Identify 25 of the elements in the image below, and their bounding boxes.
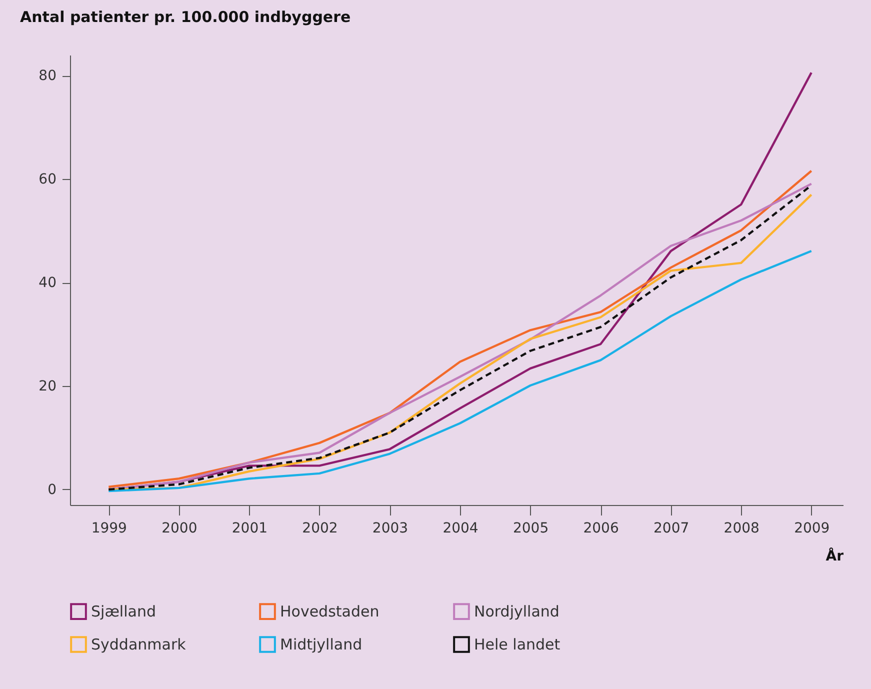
x-tick-label: 2007 bbox=[654, 520, 690, 536]
line-series bbox=[108, 250, 812, 492]
chart-title: Antal patienter pr. 100.000 indbyggere bbox=[20, 8, 351, 26]
x-axis-title: År bbox=[826, 548, 844, 564]
x-tick-label: 2001 bbox=[232, 520, 268, 536]
x-tick-label: 2004 bbox=[442, 520, 478, 536]
legend-label: Syddanmark bbox=[91, 636, 186, 654]
y-tick-label: 20 bbox=[38, 378, 56, 395]
x-tick-label: 1999 bbox=[91, 520, 127, 536]
y-tick-label: 60 bbox=[38, 172, 56, 188]
y-tick-label: 0 bbox=[48, 482, 56, 498]
x-tick-label: 2002 bbox=[302, 520, 338, 536]
legend-label: Hovedstaden bbox=[280, 602, 380, 621]
x-tick-label: 2000 bbox=[162, 520, 198, 536]
y-tick-label: 80 bbox=[38, 68, 56, 84]
x-tick-label: 2008 bbox=[724, 520, 760, 536]
legend-label: Midtjylland bbox=[280, 636, 362, 654]
legend-label: Sjælland bbox=[91, 602, 156, 621]
x-tick-label: 2005 bbox=[512, 520, 549, 536]
legend-label: Nordjylland bbox=[474, 602, 560, 621]
x-tick-label: 2006 bbox=[583, 520, 619, 536]
x-tick-label: 2003 bbox=[372, 520, 408, 536]
legend-label: Hele landet bbox=[474, 636, 560, 654]
x-tick-label: 2009 bbox=[794, 520, 830, 536]
y-tick-label: 40 bbox=[38, 275, 56, 292]
